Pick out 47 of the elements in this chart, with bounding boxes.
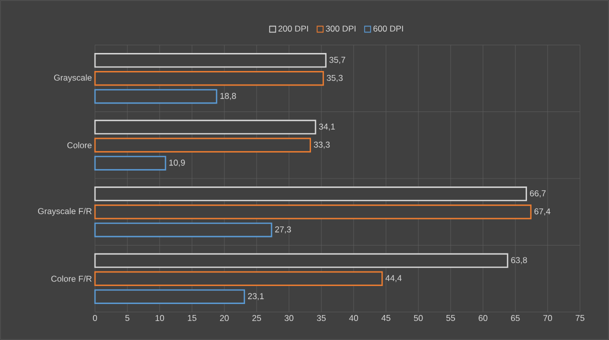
- bar: [94, 53, 327, 68]
- data-label: 23,1: [248, 293, 264, 300]
- x-tick-label: 25: [252, 315, 262, 322]
- data-label: 44,4: [386, 275, 402, 282]
- x-tick-label: 60: [478, 315, 488, 322]
- y-tick-label: Grayscale: [54, 74, 92, 82]
- x-tick-label: 70: [543, 315, 552, 322]
- y-tick-label: Grayscale F/R: [38, 208, 92, 216]
- bar: [94, 271, 383, 286]
- y-tick-label: Colore: [67, 142, 92, 148]
- data-label: 10,9: [169, 160, 185, 167]
- x-tick-label: 65: [511, 315, 520, 322]
- x-tick-label: 5: [125, 315, 130, 321]
- legend-label: 600 DPI: [373, 26, 403, 32]
- bar: [94, 289, 246, 304]
- bar: [94, 120, 316, 134]
- x-tick-label: 45: [381, 315, 390, 321]
- x-tick-label: 20: [220, 315, 229, 322]
- x-tick-label: 50: [414, 315, 423, 322]
- x-tick-label: 35: [316, 315, 326, 322]
- bar: [94, 186, 527, 202]
- data-label: 63,8: [511, 257, 527, 264]
- x-tick-label: 55: [446, 315, 456, 321]
- bar: [94, 204, 532, 220]
- legend-label: 300 DPI: [326, 26, 356, 32]
- y-tick-label: Colore F/R: [51, 276, 92, 282]
- data-label: 34,1: [319, 124, 335, 131]
- data-label: 67,4: [534, 208, 550, 216]
- bar: [94, 71, 324, 86]
- data-label: 18,8: [220, 92, 236, 100]
- data-label: 35,7: [329, 56, 346, 64]
- legend-label: 200 DPI: [278, 26, 308, 32]
- x-tick-label: 10: [156, 315, 164, 322]
- x-tick-label: 15: [188, 315, 196, 321]
- data-label: 35,3: [326, 74, 343, 82]
- x-tick-label: 30: [284, 315, 294, 322]
- bar: [94, 253, 508, 268]
- bar: [94, 89, 218, 104]
- bar: [94, 156, 166, 170]
- data-label: 33,3: [314, 142, 330, 149]
- bar: [94, 222, 272, 238]
- bar: [94, 138, 311, 152]
- x-tick-label: 0: [92, 315, 98, 322]
- data-label: 27,3: [275, 226, 291, 234]
- data-label: 66,7: [530, 190, 546, 198]
- x-tick-label: 75: [576, 315, 584, 321]
- x-tick-label: 40: [349, 315, 358, 322]
